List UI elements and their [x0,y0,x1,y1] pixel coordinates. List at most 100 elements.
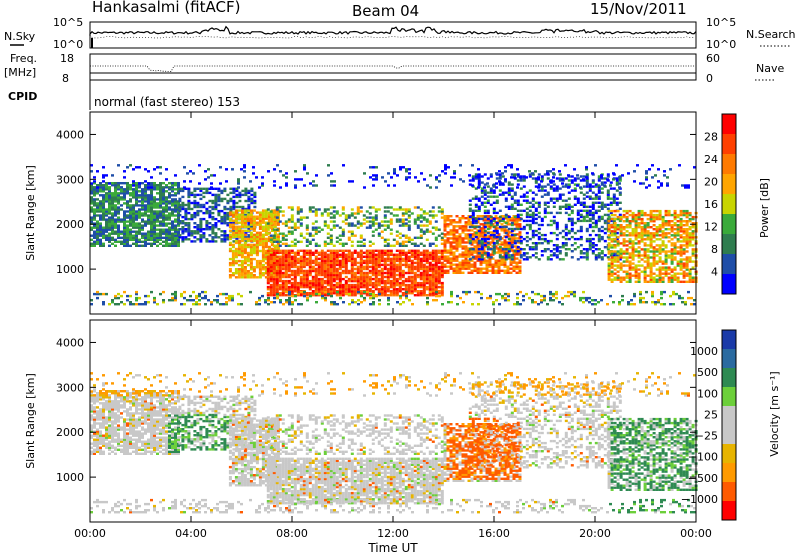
power-cell [371,265,375,269]
power-cell [389,244,393,247]
power-cell [374,288,378,291]
power-cell [549,197,553,200]
power-cell [350,240,354,243]
power-cell [174,218,177,221]
power-cell [344,281,348,285]
power-cell [299,285,303,289]
power-cell [102,228,105,231]
power-cell [606,256,610,259]
power-cell [102,230,105,233]
power-cell [129,206,132,209]
power-cell [625,240,629,243]
power-cell [518,261,522,264]
power-cell [244,189,248,193]
power-cell [199,205,203,209]
power-cell [477,242,481,245]
power-cell [177,216,180,219]
power-cell [108,226,111,229]
power-cell [634,220,638,223]
power-cell [585,173,589,176]
power-cell [597,254,601,257]
power-cell [129,200,132,203]
power-cell [177,212,180,215]
power-cell [428,275,432,279]
power-cell [228,219,232,222]
power-cell [516,173,520,176]
power-cell [108,202,111,205]
power-cell [211,205,215,209]
power-cell [477,205,481,208]
power-cell [428,210,432,213]
power-cell [114,208,117,211]
power-cell [410,281,414,285]
power-cell [237,276,241,279]
power-cell [512,259,516,262]
power-cell [305,216,309,219]
power-cell [332,259,336,263]
power-cell [293,226,297,229]
power-cell [504,235,508,239]
power-cell [395,242,399,245]
power-cell [506,223,510,226]
power-cell [237,253,241,257]
power-cell [613,234,617,237]
power-cell [177,186,180,189]
power-cell [480,181,484,184]
power-cell [90,238,93,241]
power-cell [401,269,405,273]
power-cell [305,269,309,273]
power-cell [284,242,288,245]
power-cell [90,226,93,229]
power-cell [594,221,598,225]
power-cell [165,232,168,235]
power-cell [510,221,514,225]
power-cell [208,234,212,237]
power-cell [341,277,345,281]
power-cell [284,234,288,237]
power-cell [646,262,650,265]
power-cell [362,244,366,247]
power-cell [640,234,644,237]
power-cell [356,271,360,275]
power-cell [138,200,141,203]
power-cell [223,211,227,215]
power-cell [628,246,632,249]
power-cell [217,195,221,199]
power-cell [261,274,265,277]
power-cell [425,212,429,215]
power-cell [582,217,586,221]
power-cell [190,215,194,219]
power-cell [240,221,244,224]
power-cell [649,238,653,241]
power-cell [296,288,300,291]
power-cell [211,224,215,227]
power-cell [229,207,233,211]
power-cell [253,191,257,195]
power-cell [353,279,357,283]
power-cell [422,232,426,235]
power-cell [314,226,318,229]
power-cell [347,238,351,241]
power-cell [264,253,268,257]
power-cell [365,288,369,291]
power-cell [356,244,360,247]
power-cell [187,199,191,203]
power-cell [470,235,474,238]
power-cell [276,233,280,236]
power-cell [255,233,259,236]
power-cell [610,252,614,255]
power-cell [506,231,510,234]
power-cell [483,201,487,204]
power-cell [600,207,604,210]
power-cell [93,202,96,205]
power-cell [377,253,381,256]
power-cell [159,184,162,187]
power-cell [362,222,366,225]
power-cell [314,277,318,281]
power-cell [190,240,194,243]
power-cell [377,234,381,237]
power-cell [380,224,384,227]
power-cell [531,242,535,245]
power-cell [482,249,486,252]
power-cell [252,217,256,220]
